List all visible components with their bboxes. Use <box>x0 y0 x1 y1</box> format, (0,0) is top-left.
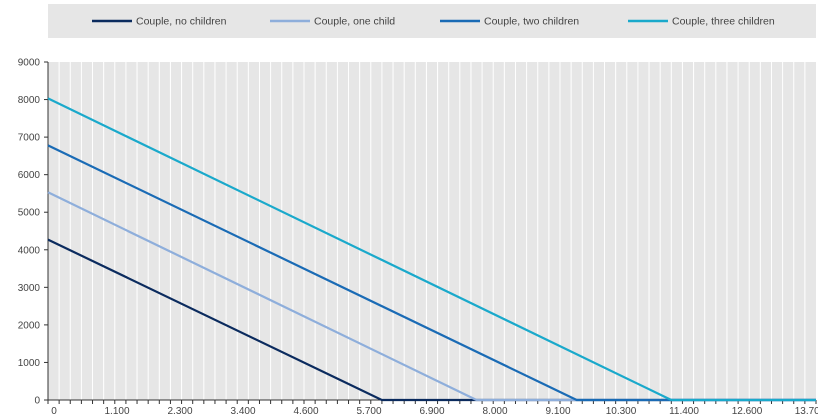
x-tick-label: 12.600 <box>732 406 763 414</box>
x-tick-label: 8.000 <box>482 406 507 414</box>
y-tick-label: 1000 <box>18 358 41 369</box>
legend-label: Couple, three children <box>672 16 775 28</box>
x-tick-label: 1.100 <box>104 406 129 414</box>
x-tick-label: 10.300 <box>606 406 637 414</box>
x-tick-label: 13.700 <box>795 406 818 414</box>
y-tick-label: 5000 <box>18 208 41 219</box>
plot-area <box>48 62 816 400</box>
legend-label: Couple, two children <box>484 16 579 28</box>
legend <box>48 4 816 38</box>
legend-label: Couple, one child <box>314 16 395 28</box>
x-tick-label: 9.100 <box>545 406 570 414</box>
y-tick-label: 2000 <box>18 320 41 331</box>
y-tick-label: 3000 <box>18 283 41 294</box>
x-tick-label: 4.600 <box>293 406 318 414</box>
y-tick-label: 9000 <box>18 58 41 69</box>
y-tick-label: 0 <box>34 396 40 407</box>
x-tick-label: 5.700 <box>356 406 381 414</box>
x-tick-label: 11.400 <box>669 406 699 414</box>
y-tick-label: 8000 <box>18 95 41 106</box>
series-line-4 <box>47 97 816 402</box>
x-tick-label: 0 <box>51 406 57 414</box>
y-tick-label: 7000 <box>18 133 41 144</box>
x-tick-label: 2.300 <box>167 406 192 414</box>
x-tick-label: 6.900 <box>419 406 444 414</box>
legend-label: Couple, no children <box>136 16 227 28</box>
y-tick-label: 4000 <box>18 245 41 256</box>
y-tick-label: 6000 <box>18 170 41 181</box>
x-tick-label: 3.400 <box>230 406 255 414</box>
